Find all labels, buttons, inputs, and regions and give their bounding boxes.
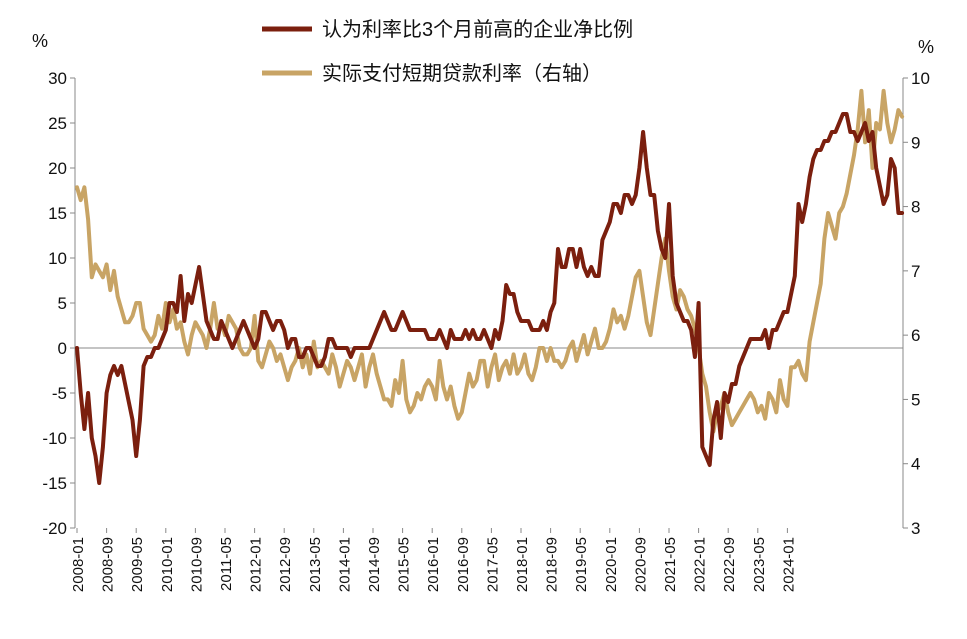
legend-label-net-ratio: 认为利率比3个月前高的企业净比例: [322, 18, 633, 41]
x-tick-label: 2016-01: [425, 537, 442, 592]
left-axis-unit: %: [32, 31, 48, 51]
x-tick-label: 2021-05: [662, 537, 679, 592]
series-line-loan-rate: [75, 88, 905, 434]
right-tick-label: 6: [911, 326, 920, 345]
x-tick-label: 2015-05: [396, 537, 413, 592]
right-tick-label: 3: [911, 519, 920, 538]
x-tick-label: 2016-09: [455, 537, 472, 592]
left-tick-label: -10: [42, 429, 67, 448]
left-tick-label: -15: [42, 474, 67, 493]
x-tick-label: 2013-05: [307, 537, 324, 592]
left-tick-label: 5: [58, 294, 67, 313]
right-axis-unit: %: [918, 37, 934, 57]
x-tick-label: 2018-09: [544, 537, 561, 592]
left-tick-label: 30: [48, 69, 67, 88]
right-tick-label: 7: [911, 262, 920, 281]
x-tick-label: 2012-09: [277, 537, 294, 592]
x-tick-label: 2010-01: [159, 537, 176, 592]
left-tick-label: 10: [48, 249, 67, 268]
legend-item-loan-rate: 实际支付短期贷款利率（右轴）: [262, 62, 602, 85]
left-tick-label: -5: [52, 384, 67, 403]
right-axis-ticks: 3 4 5 6 7 8 9 10: [903, 69, 930, 538]
right-tick-label: 9: [911, 133, 920, 152]
right-tick-label: 10: [911, 69, 930, 88]
x-tick-label: 2022-09: [721, 537, 738, 592]
x-tick-label: 2012-01: [248, 537, 265, 592]
left-tick-label: 15: [48, 204, 67, 223]
x-tick-label: 2017-05: [484, 537, 501, 592]
axes: [74, 78, 904, 528]
x-tick-label: 2020-01: [603, 537, 620, 592]
left-tick-label: 0: [58, 339, 67, 358]
x-tick-label: 2009-05: [129, 537, 146, 592]
x-tick-label: 2010-09: [188, 537, 205, 592]
x-tick-label: 2008-09: [100, 537, 117, 592]
x-axis-ticks: 2008-01 2008-09 2009-05 2010-01 2010-09 2011-…: [70, 528, 797, 592]
x-tick-label: 2022-01: [692, 537, 709, 592]
x-tick-label: 2023-05: [751, 537, 768, 592]
left-tick-label: 20: [48, 159, 67, 178]
x-tick-label: 2024-01: [780, 537, 797, 592]
x-tick-label: 2020-09: [632, 537, 649, 592]
legend-item-net-ratio: 认为利率比3个月前高的企业净比例: [262, 18, 633, 41]
x-tick-label: 2008-01: [70, 537, 87, 592]
x-tick-label: 2019-05: [573, 537, 590, 592]
x-tick-label: 2011-05: [218, 537, 235, 591]
x-tick-label: 2014-01: [336, 537, 353, 592]
series-layer: [75, 88, 905, 485]
right-tick-label: 4: [911, 455, 920, 474]
left-axis-ticks: -20 -15 -10 -5 0 5 10 15 20 25 30: [42, 69, 75, 538]
left-tick-label: 25: [48, 114, 67, 133]
series-line-net-ratio: [75, 112, 905, 485]
x-tick-label: 2018-01: [514, 537, 531, 592]
x-tick-label: 2014-09: [366, 537, 383, 592]
left-tick-label: -20: [42, 519, 67, 538]
right-tick-label: 8: [911, 198, 920, 217]
right-tick-label: 5: [911, 390, 920, 409]
legend-label-loan-rate: 实际支付短期贷款利率（右轴）: [322, 62, 602, 85]
legend: 认为利率比3个月前高的企业净比例 实际支付短期贷款利率（右轴）: [262, 18, 633, 85]
